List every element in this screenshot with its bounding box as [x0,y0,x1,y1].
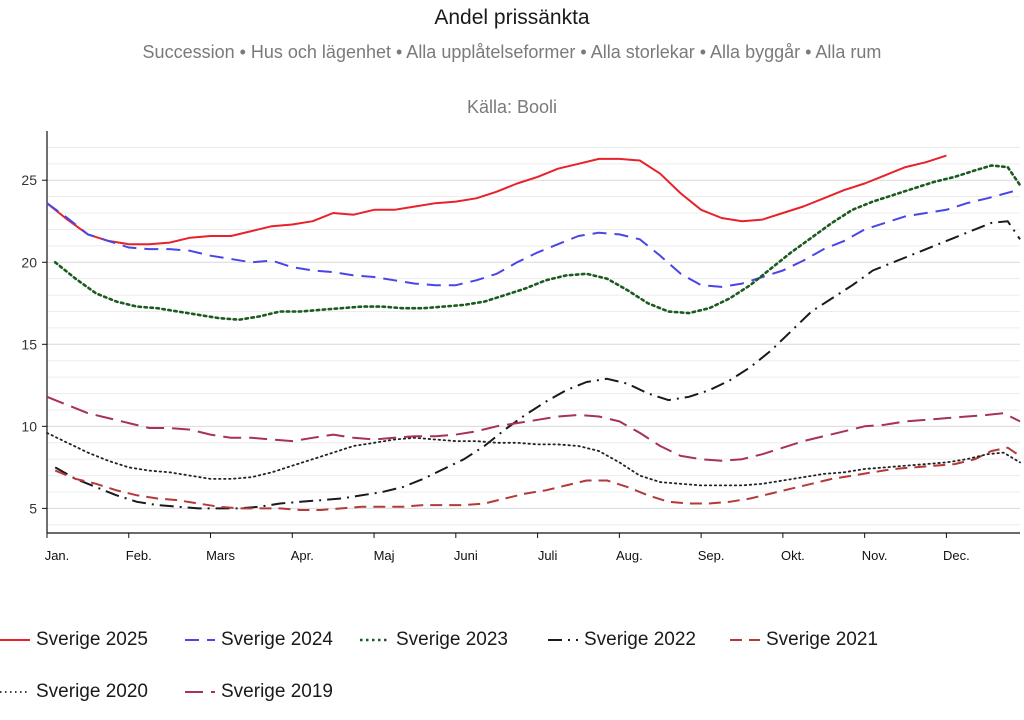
legend-item: Sverige 2021 [730,620,878,660]
legend-item: Sverige 2022 [548,620,696,660]
legend-swatch [360,638,390,642]
line-chart: 5 10 15 20 25 Jan. Feb. Mars Apr. Maj Juni Juli Aug.… [21,131,1022,563]
series-line-sverige-2024 [46,187,1021,288]
x-tick-label: Mars [206,548,235,563]
series-line-sverige-2022 [54,220,1021,510]
x-tick-label: Apr. [291,548,314,563]
legend-swatch [0,691,30,693]
chart-source: Källa: Booli [466,97,558,117]
legend-swatch [185,639,215,641]
y-tick-label: 10 [21,418,37,434]
x-tick-label: Juni [454,548,478,563]
legend-item: Sverige 2020 [0,672,148,712]
series-line-sverige-2020 [46,431,1021,487]
y-tick-label: 15 [21,336,37,352]
y-tick-label: 20 [21,254,37,270]
x-tick-label: Aug. [616,548,643,563]
x-tick-label: Okt. [781,548,805,563]
x-tick-label: Dec. [943,548,970,563]
series-line-sverige-2019 [46,395,1021,462]
legend-label: Sverige 2023 [396,629,508,650]
chart-subtitle: Succession • Hus och lägenhet • Alla upp… [142,42,882,62]
y-tick-label: 25 [21,172,37,188]
series-group [46,154,1022,511]
legend-label: Sverige 2019 [221,681,333,702]
legend-label: Sverige 2024 [221,629,333,650]
y-tick-label: 5 [29,500,37,516]
x-tick-label: Maj [374,548,395,563]
legend-item: Sverige 2019 [185,672,333,712]
legend-swatch [0,639,30,641]
legend-label: Sverige 2021 [766,629,878,650]
legend-label: Sverige 2022 [584,629,696,650]
x-tick-label: Sep. [698,548,725,563]
axes: 5 10 15 20 25 Jan. Feb. Mars Apr. Maj Juni Juli Aug.… [21,131,1020,563]
legend-item: Sverige 2025 [0,620,148,660]
series-line-sverige-2021 [54,446,1021,511]
legend-swatch [185,691,215,693]
legend-item: Sverige 2024 [185,620,333,660]
series-line-sverige-2023 [53,164,1022,322]
x-tick-label: Nov. [862,548,888,563]
legend-swatch [730,639,760,641]
chart-title: Andel prissänkta [434,6,590,29]
series-line-sverige-2025 [46,154,947,246]
legend-label: Sverige 2025 [36,629,148,650]
x-tick-label: Jan. [45,548,70,563]
legend-item: Sverige 2023 [360,620,508,660]
legend-label: Sverige 2020 [36,681,148,702]
legend-swatch [548,639,578,641]
x-tick-label: Feb. [126,548,152,563]
x-tick-label: Juli [538,548,558,563]
